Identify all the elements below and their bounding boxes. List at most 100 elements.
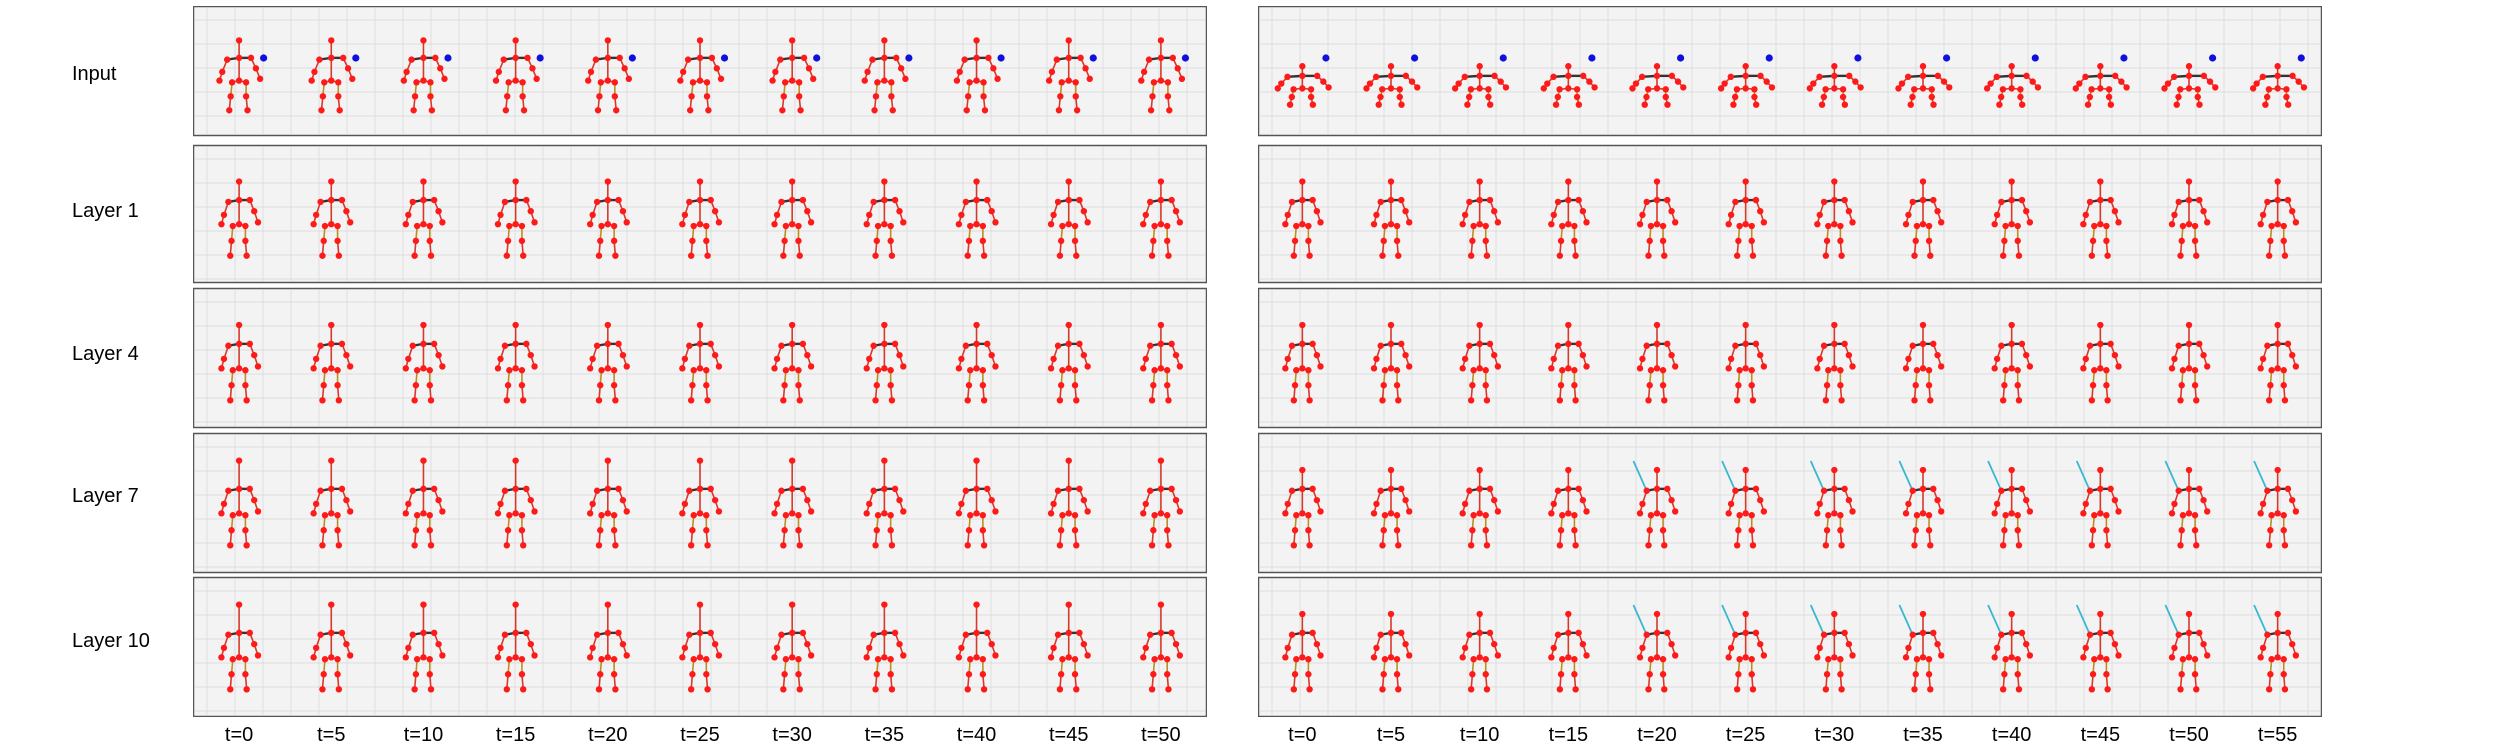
- skeleton-joint: [881, 654, 888, 661]
- skeleton-joint: [2001, 527, 2008, 534]
- skeleton-joint: [2257, 510, 2264, 517]
- skeleton-joint: [610, 656, 618, 663]
- skeleton-joint: [872, 93, 880, 100]
- skeleton-joint: [426, 527, 433, 534]
- skeleton-joint: [1823, 382, 1831, 389]
- skeleton-joint: [604, 485, 612, 493]
- skeleton-frame: [1047, 321, 1091, 404]
- skeleton-joint: [1653, 340, 1661, 348]
- skeleton-joint: [420, 510, 427, 517]
- skeleton-joint: [1571, 237, 1578, 245]
- skeleton-joint: [1742, 629, 1749, 637]
- skeleton-joint: [246, 629, 254, 637]
- skeleton-joint: [1839, 86, 1847, 93]
- skeleton-joint: [1579, 351, 1587, 359]
- skeleton-joint: [796, 686, 803, 693]
- skeleton-joint: [1476, 72, 1483, 80]
- skeleton-joint: [625, 75, 633, 83]
- skeleton-joint: [242, 671, 249, 678]
- skeleton-joint: [2191, 527, 2199, 534]
- skeleton-joint: [242, 527, 249, 534]
- skeleton-joint: [334, 656, 341, 663]
- skeleton-joint: [889, 107, 896, 114]
- skeleton-joint: [2080, 654, 2087, 661]
- skeleton-joint: [2264, 631, 2271, 638]
- skeleton-joint: [1476, 220, 1483, 228]
- skeleton-joint: [782, 656, 790, 663]
- skeleton-joint: [235, 457, 243, 464]
- skeleton-joint: [1476, 85, 1483, 92]
- skeleton-joint: [967, 222, 974, 230]
- skeleton-joint: [1645, 542, 1652, 549]
- skeleton-joint: [1925, 222, 1933, 230]
- skeleton-joint: [1485, 86, 1492, 93]
- skeleton-joint: [1050, 644, 1057, 652]
- skeleton-joint: [321, 222, 329, 230]
- skeleton-joint: [881, 54, 888, 62]
- skeleton-joint: [703, 237, 710, 245]
- skeleton-joint: [504, 671, 512, 678]
- skeleton-frame: [863, 321, 907, 404]
- skeleton-joint: [1575, 101, 1583, 108]
- skeleton-joint: [964, 252, 971, 259]
- skeleton-joint: [804, 207, 811, 215]
- skeleton-joint: [1393, 382, 1401, 389]
- skeleton-joint: [235, 510, 243, 517]
- skeleton-joint: [216, 77, 223, 84]
- long-range-link: [1809, 604, 1825, 636]
- skeleton-joint: [1822, 397, 1830, 404]
- skeleton-joint: [1076, 485, 1083, 493]
- left-time-label: t=40: [956, 724, 997, 746]
- left-time-label: t=50: [1141, 724, 1181, 746]
- skeleton-joint: [439, 652, 446, 659]
- skeleton-joint: [2280, 527, 2287, 534]
- skeleton-joint: [426, 222, 433, 230]
- skeleton-joint: [243, 686, 250, 693]
- skeleton-joint: [598, 367, 605, 374]
- skeleton-joint: [343, 496, 350, 504]
- skeleton-joint: [1837, 512, 1844, 519]
- skeleton-joint: [1919, 72, 1927, 80]
- skeleton-joint: [992, 219, 999, 226]
- skeleton-joint: [1636, 220, 1644, 228]
- skeleton-joint: [1164, 671, 1171, 678]
- skeleton-joint: [1735, 382, 1742, 389]
- skeleton-joint: [1290, 686, 1298, 693]
- skeleton-joint: [1466, 342, 1473, 349]
- skeleton-joint: [887, 656, 894, 663]
- skeleton-joint: [1306, 542, 1313, 549]
- skeleton-joint: [426, 671, 433, 678]
- skeleton-joint: [1849, 363, 1856, 370]
- skeleton-frame: [310, 457, 354, 549]
- skeleton-joint: [1148, 686, 1156, 693]
- skeleton-joint: [2185, 72, 2193, 80]
- skeleton-joint: [2212, 84, 2219, 91]
- skeleton-joint: [318, 107, 325, 114]
- skeleton-joint: [703, 527, 710, 534]
- skeleton-joint: [1164, 222, 1171, 230]
- skeleton-joint: [1387, 510, 1395, 517]
- skeleton-joint: [1476, 178, 1483, 185]
- skeleton-joint: [1299, 610, 1306, 618]
- skeleton-joint: [494, 510, 502, 517]
- skeleton-joint: [2104, 252, 2111, 259]
- skeleton-frame: [218, 178, 262, 259]
- skeleton-joint: [979, 382, 987, 389]
- skeleton-joint: [1748, 367, 1755, 374]
- skeleton-joint: [988, 496, 995, 504]
- skeleton-joint: [2274, 321, 2281, 329]
- right-time-label: t=10: [1459, 724, 1500, 746]
- skeleton-frame: [310, 178, 354, 259]
- skeleton-frame: [679, 321, 723, 404]
- skeleton-joint: [311, 68, 318, 76]
- skeleton-joint: [1307, 86, 1315, 93]
- skeleton-joint: [1550, 355, 1557, 363]
- skeleton-joint: [1849, 652, 1856, 659]
- skeleton-joint: [1056, 252, 1064, 259]
- long-range-link: [1987, 604, 2003, 636]
- skeleton-joint: [979, 512, 987, 519]
- skeleton-joint: [1732, 487, 1739, 494]
- skeleton-joint: [1580, 72, 1587, 80]
- skeleton-joint: [992, 508, 999, 515]
- skeleton-frame: [1459, 610, 1502, 693]
